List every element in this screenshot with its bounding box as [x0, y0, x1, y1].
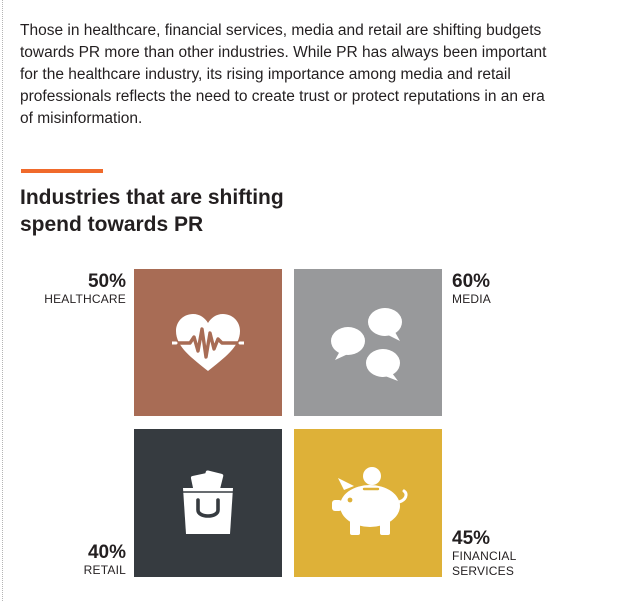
- tile-financial-services: [294, 429, 442, 577]
- stat-retail: 40% RETAIL: [20, 542, 126, 578]
- left-dotted-rule: [2, 0, 3, 601]
- piggy-bank-icon: [332, 467, 408, 535]
- heart-pulse-icon: [172, 313, 244, 371]
- value-label-financial-services: 45%: [452, 528, 491, 549]
- category-label-healthcare: HEALTHCARE: [44, 292, 126, 306]
- tile-healthcare: [134, 269, 282, 416]
- value-label-healthcare: 50%: [87, 271, 126, 292]
- title-accent-rule: [21, 169, 103, 173]
- tile-media: [294, 269, 442, 416]
- tile-retail: [134, 429, 282, 577]
- value-label-media: 60%: [452, 271, 491, 292]
- chart-title: Industries that are shifting spend towar…: [20, 186, 284, 236]
- shopping-bag-icon: [183, 470, 233, 534]
- intro-paragraph: Those in healthcare, financial services,…: [20, 22, 547, 127]
- category-label-media: MEDIA: [452, 292, 492, 306]
- category-label-financial-line-2: SERVICES: [452, 564, 515, 578]
- speech-bubbles-icon: [331, 307, 402, 381]
- value-label-retail: 40%: [87, 542, 126, 563]
- stat-healthcare: 50% HEALTHCARE: [20, 271, 126, 307]
- stat-media: 60% MEDIA: [452, 271, 562, 307]
- category-label-financial-line-1: FINANCIAL: [452, 549, 517, 563]
- stat-financial-services: 45% FINANCIAL SERVICES: [452, 528, 572, 579]
- category-label-retail: RETAIL: [83, 563, 126, 577]
